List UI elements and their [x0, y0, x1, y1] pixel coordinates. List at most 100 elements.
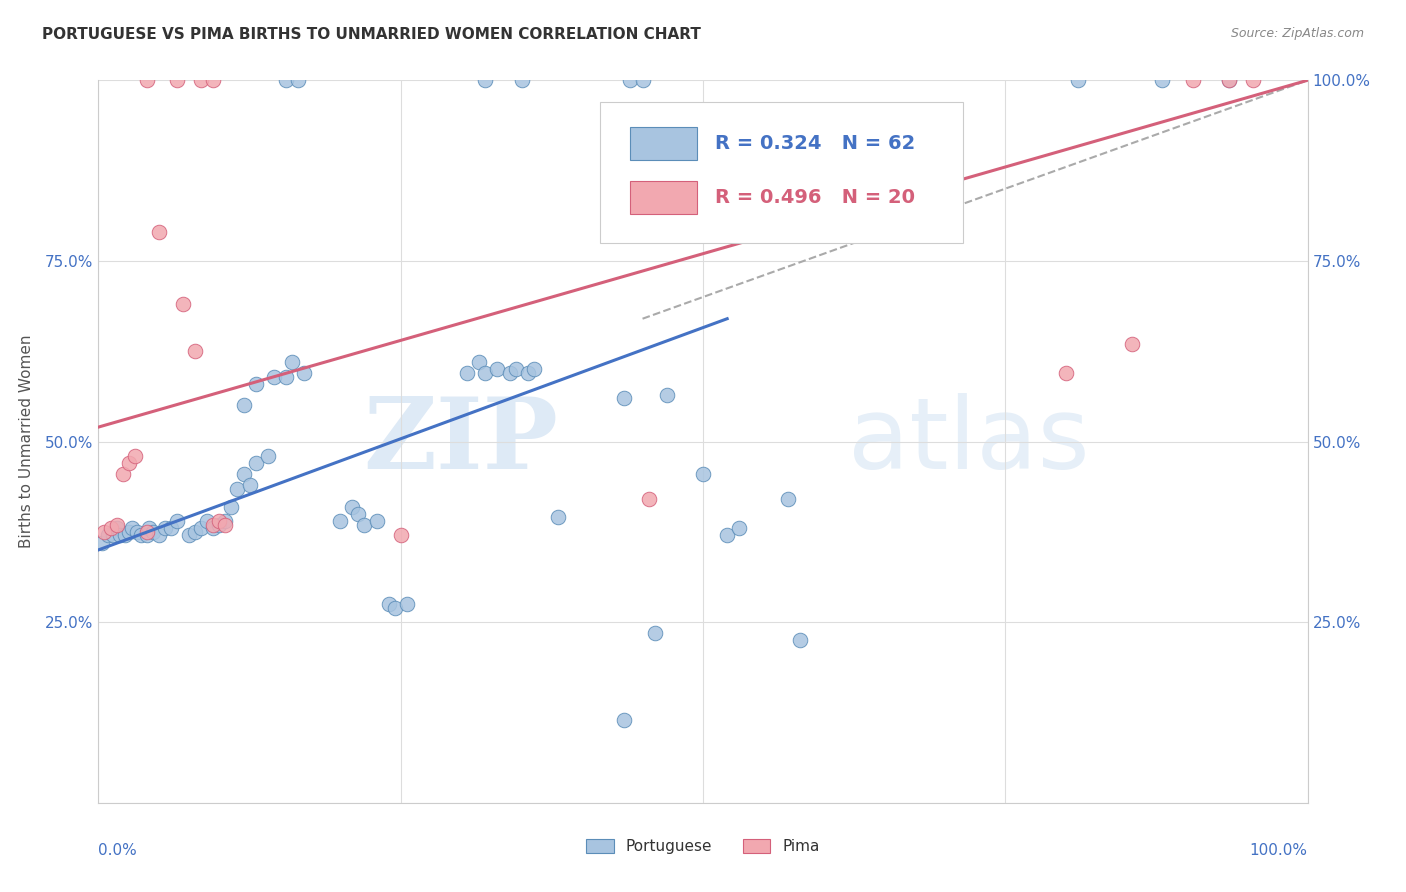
Point — [256, 449, 278, 463]
Point — [1067, 73, 1090, 87]
Point — [135, 73, 157, 87]
Point — [523, 362, 546, 376]
Point — [1121, 337, 1143, 351]
Text: ZIP: ZIP — [363, 393, 558, 490]
Point — [190, 73, 212, 87]
FancyBboxPatch shape — [630, 181, 697, 214]
Point — [547, 510, 569, 524]
Point — [121, 521, 143, 535]
Point — [105, 521, 128, 535]
Point — [292, 366, 315, 380]
Point — [1181, 73, 1204, 87]
Point — [166, 73, 188, 87]
Point — [202, 73, 225, 87]
Point — [1054, 366, 1077, 380]
Point — [226, 482, 249, 496]
Point — [287, 73, 309, 87]
Point — [366, 514, 388, 528]
Point — [93, 524, 115, 539]
Point — [613, 391, 636, 405]
Point — [142, 524, 165, 539]
Point — [100, 521, 122, 535]
Point — [619, 73, 641, 87]
Point — [776, 492, 799, 507]
Point — [172, 297, 194, 311]
Point — [127, 524, 149, 539]
Point — [395, 597, 418, 611]
Point — [124, 449, 146, 463]
Text: R = 0.496   N = 20: R = 0.496 N = 20 — [716, 188, 915, 207]
Point — [184, 344, 207, 359]
Point — [153, 521, 176, 535]
Point — [179, 528, 201, 542]
Point — [1241, 73, 1264, 87]
Text: R = 0.324   N = 62: R = 0.324 N = 62 — [716, 134, 915, 153]
Point — [637, 492, 659, 507]
Point — [118, 456, 141, 470]
Text: atlas: atlas — [848, 393, 1090, 490]
Point — [202, 521, 225, 535]
Point — [190, 521, 212, 535]
Point — [789, 633, 811, 648]
Point — [208, 517, 231, 532]
Point — [655, 387, 678, 401]
Text: 100.0%: 100.0% — [1250, 843, 1308, 857]
Point — [468, 355, 491, 369]
Point — [644, 626, 666, 640]
Point — [214, 514, 236, 528]
Point — [166, 514, 188, 528]
Point — [138, 521, 160, 535]
Point — [232, 467, 254, 481]
Point — [510, 73, 533, 87]
Point — [118, 524, 141, 539]
Point — [456, 366, 478, 380]
Point — [1152, 73, 1174, 87]
Point — [160, 521, 183, 535]
Point — [245, 456, 267, 470]
Point — [232, 398, 254, 412]
Point — [1218, 73, 1240, 87]
Point — [505, 362, 527, 376]
Point — [474, 73, 496, 87]
Point — [184, 524, 207, 539]
Point — [245, 376, 267, 391]
Text: 0.0%: 0.0% — [98, 843, 138, 857]
Y-axis label: Births to Unmarried Women: Births to Unmarried Women — [20, 334, 34, 549]
Point — [384, 600, 406, 615]
Point — [389, 528, 412, 542]
FancyBboxPatch shape — [630, 128, 697, 160]
Point — [498, 366, 520, 380]
Point — [114, 528, 136, 542]
Legend: Portuguese, Pima: Portuguese, Pima — [579, 833, 827, 860]
Point — [221, 500, 243, 514]
Point — [105, 517, 128, 532]
Point — [1218, 73, 1240, 87]
Point — [208, 514, 231, 528]
Point — [202, 517, 225, 532]
Point — [274, 73, 297, 87]
Point — [281, 355, 304, 369]
Point — [474, 366, 496, 380]
Point — [377, 597, 399, 611]
Point — [263, 369, 285, 384]
Text: PORTUGUESE VS PIMA BIRTHS TO UNMARRIED WOMEN CORRELATION CHART: PORTUGUESE VS PIMA BIRTHS TO UNMARRIED W… — [42, 27, 702, 42]
FancyBboxPatch shape — [600, 102, 963, 243]
Point — [274, 369, 297, 384]
Point — [353, 517, 375, 532]
Point — [148, 528, 170, 542]
Point — [347, 507, 370, 521]
Point — [135, 528, 157, 542]
Point — [214, 517, 236, 532]
Point — [91, 535, 114, 549]
Point — [342, 500, 364, 514]
Point — [516, 366, 538, 380]
Point — [135, 524, 157, 539]
Point — [108, 528, 131, 542]
Point — [148, 225, 170, 239]
Point — [195, 514, 218, 528]
Point — [129, 528, 152, 542]
Point — [613, 713, 636, 727]
Point — [111, 467, 134, 481]
Point — [97, 528, 120, 542]
Point — [728, 521, 751, 535]
